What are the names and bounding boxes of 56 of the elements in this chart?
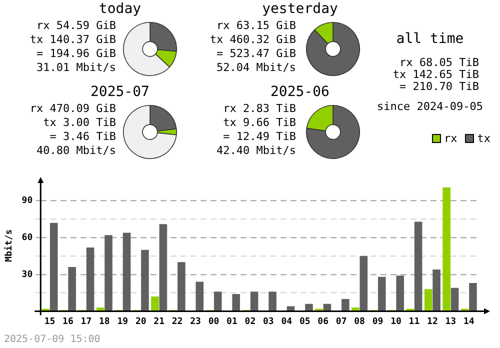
y-tick-label: 60	[22, 232, 33, 243]
text: rx 54.59 GiB	[36, 19, 116, 32]
text: 40.80 Mbit/s	[36, 144, 116, 157]
text: = 523.47 GiB	[216, 47, 296, 60]
x-tick-label: 03	[263, 316, 274, 327]
x-tick-label: 02	[244, 316, 256, 327]
text: 2025-07-09 15:00	[4, 334, 100, 346]
x-tick-label: 14	[463, 316, 475, 327]
text: since 2024-09-05	[376, 100, 484, 113]
legend-label: tx	[476, 132, 490, 145]
text: = 194.96 GiB	[36, 47, 116, 60]
x-tick-label: 19	[117, 316, 128, 327]
x-tick-label: 20	[135, 316, 146, 327]
y-tick-label: 90	[22, 196, 33, 206]
x-tick-label: 13	[445, 316, 456, 327]
x-tick-label: 07	[336, 316, 347, 327]
text: tx 142.65 TiB	[392, 68, 479, 81]
x-tick-label: 22	[172, 316, 183, 327]
text: 31.01 Mbit/s	[36, 61, 116, 74]
x-tick-label: 08	[354, 316, 365, 327]
x-tick-label: 21	[154, 316, 165, 327]
text: rx 2.83 TiB	[222, 102, 296, 115]
text: tx 140.37 GiB	[28, 33, 116, 46]
x-tick-label: 06	[318, 316, 329, 327]
x-tick-label: 01	[226, 316, 238, 327]
x-tick-label: 17	[80, 316, 92, 327]
text: rx 68.05 TiB	[398, 56, 479, 69]
x-tick-label: 16	[62, 316, 74, 327]
x-tick-label: 05	[299, 316, 310, 327]
text: = 12.49 TiB	[222, 130, 296, 143]
text: 42.40 Mbit/s	[216, 144, 296, 157]
text: tx 9.66 TiB	[222, 116, 296, 129]
x-tick-label: 09	[372, 316, 384, 327]
chart-title: 2025-06	[269, 84, 330, 100]
x-tick-label: 11	[408, 316, 420, 327]
x-tick-label: 12	[427, 316, 438, 327]
x-tick-label: 15	[44, 316, 56, 327]
x-tick-label: 18	[98, 316, 110, 327]
x-tick-label: 00	[208, 316, 220, 327]
x-tick-label: 04	[281, 316, 293, 327]
text: = 3.46 TiB	[48, 130, 116, 143]
y-axis-title: Mbit/s	[4, 229, 15, 262]
text: all time	[395, 31, 465, 47]
text: 52.04 Mbit/s	[216, 61, 296, 74]
x-tick-label: 10	[390, 316, 402, 327]
chart-title: yesterday	[261, 1, 339, 17]
text: tx 3.00 TiB	[42, 116, 116, 129]
chart-title: 2025-07	[89, 84, 150, 100]
x-tick-label: 23	[190, 316, 201, 327]
chart-title: today	[98, 1, 142, 17]
text: tx 460.32 GiB	[208, 33, 296, 46]
text: rx 470.09 GiB	[28, 102, 116, 115]
text: rx 63.15 GiB	[216, 19, 296, 32]
text: = 210.70 TiB	[398, 80, 479, 93]
legend-label: rx	[443, 132, 458, 145]
y-tick-label: 30	[22, 270, 33, 280]
